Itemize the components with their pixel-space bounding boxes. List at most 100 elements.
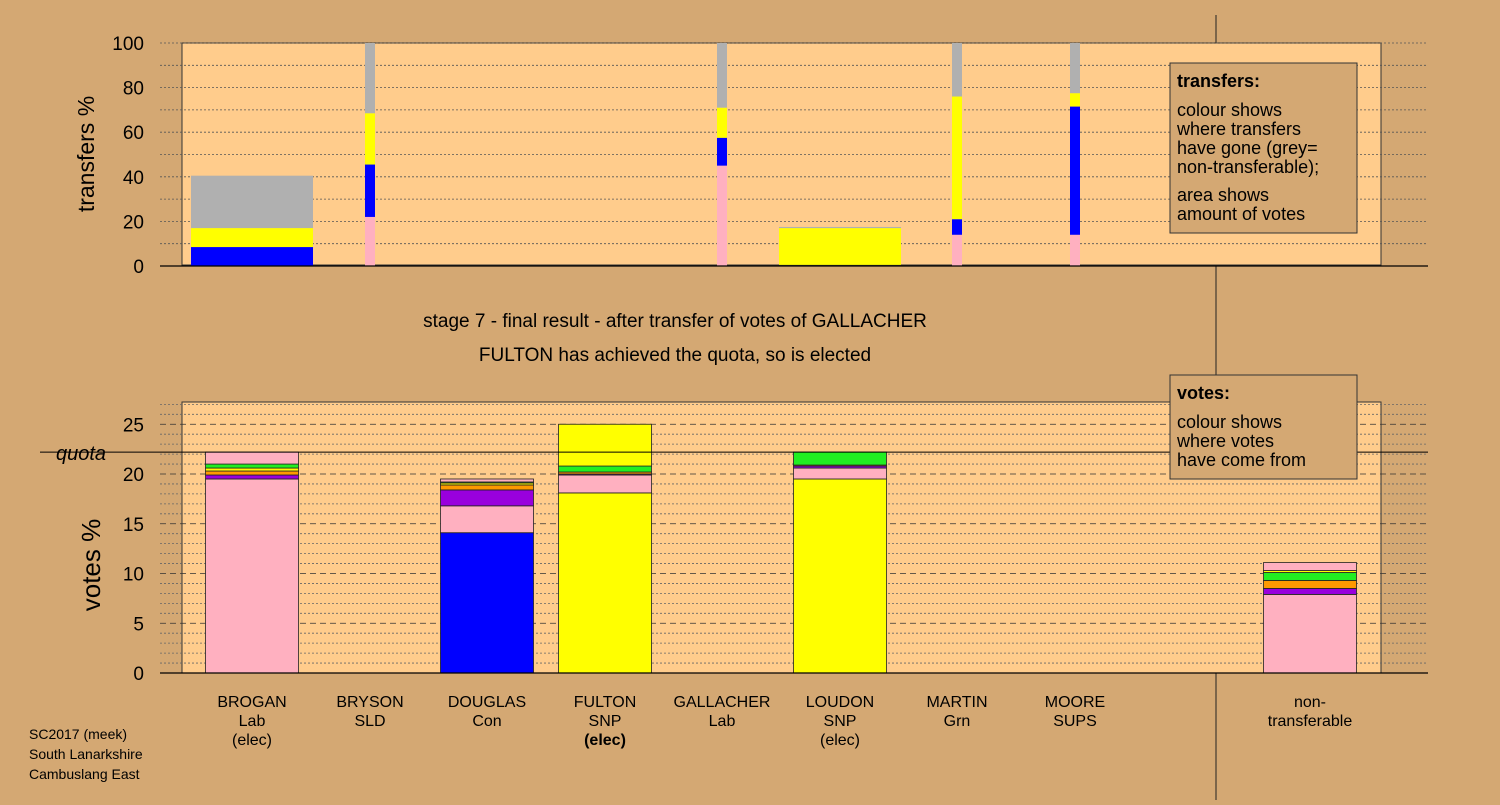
transfer-segment-con	[717, 138, 727, 166]
transfer-segment-nontransferable	[779, 227, 901, 228]
vote-segment-sups	[1264, 588, 1357, 594]
y-tick-label: 80	[123, 79, 144, 100]
footer: SC2017 (meek) South Lanarkshire Cambusla…	[29, 726, 143, 782]
transfers-legend-line: area shows	[1177, 185, 1269, 205]
vote-segment-sld	[206, 471, 299, 475]
transfer-segment-nontransferable	[717, 43, 727, 108]
candidate-party: Grn	[944, 713, 971, 730]
y-tick-label: 100	[112, 34, 144, 55]
transfers-y-ticks: 0 20 40 60 80 100	[112, 34, 144, 278]
footer-line: SC2017 (meek)	[29, 726, 127, 742]
vote-segment-grn	[206, 464, 299, 468]
y-tick-label: 20	[123, 465, 144, 486]
vote-segment-lab	[206, 479, 299, 673]
vote-segment-snp	[559, 493, 652, 673]
candidate-party: SUPS	[1053, 713, 1097, 730]
transfers-legend-line: where transfers	[1176, 119, 1301, 139]
transfer-segment-lab	[365, 217, 375, 266]
vote-segment-lab	[794, 468, 887, 479]
votes-y-ticks: 0510152025	[123, 415, 144, 685]
transfer-segment-lab	[717, 166, 727, 266]
votes-y-axis-label: votes %	[76, 519, 106, 612]
candidate-name: MOORE	[1045, 694, 1105, 711]
transfer-segment-con	[1070, 107, 1080, 235]
transfer-segment-snp	[191, 228, 313, 247]
vote-segment-lab	[1264, 563, 1357, 571]
vote-segment-lab	[1264, 594, 1357, 673]
candidate-name: LOUDON	[806, 694, 874, 711]
footer-line: South Lanarkshire	[29, 746, 143, 762]
transfer-segment-nontransferable	[365, 43, 375, 113]
transfer-segment-snp	[1070, 93, 1080, 106]
candidate-party: SNP	[589, 713, 622, 730]
votes-legend-line: have come from	[1177, 450, 1306, 470]
candidate-party: SLD	[354, 713, 385, 730]
transfers-legend: transfers: colour shows where transfers …	[1170, 63, 1357, 233]
candidate-name: DOUGLAS	[448, 694, 526, 711]
transfer-segment-nontransferable	[952, 43, 962, 97]
transfer-segment-nontransferable	[191, 176, 313, 228]
transfer-segment-con	[952, 219, 962, 235]
y-tick-label: 60	[123, 123, 144, 144]
quota-label: quota	[56, 443, 106, 465]
votes-legend: votes: colour shows where votes have com…	[1170, 375, 1357, 479]
transfers-legend-line: amount of votes	[1177, 204, 1305, 224]
vote-segment-lab	[206, 452, 299, 464]
candidate-name: BROGAN	[217, 694, 286, 711]
transfer-segment-snp	[365, 113, 375, 164]
y-tick-label: 5	[133, 614, 144, 635]
candidate-party: Lab	[239, 713, 266, 730]
y-tick-label: 0	[133, 664, 144, 685]
transfer-segment-con	[191, 247, 313, 266]
transfers-legend-line: have gone (grey=	[1177, 138, 1318, 158]
y-tick-label: 20	[123, 212, 144, 233]
candidate-status: (elec)	[820, 732, 860, 749]
transfer-segment-nontransferable	[1070, 43, 1080, 93]
vote-segment-grn	[1264, 573, 1357, 581]
vote-segment-grn	[794, 452, 887, 465]
vote-segment-lab	[441, 479, 534, 482]
vote-segment-lab	[559, 475, 652, 493]
vote-segment-snp	[559, 424, 652, 466]
candidate-name: FULTON	[574, 694, 637, 711]
vote-segment-lab	[441, 506, 534, 533]
vote-segment-sups	[441, 490, 534, 506]
vote-segment-con	[441, 533, 534, 673]
vote-segment-sups	[206, 475, 299, 479]
candidate-party: SNP	[824, 713, 857, 730]
candidate-name: BRYSON	[336, 694, 403, 711]
transfer-segment-lab	[1070, 235, 1080, 266]
vote-segment-sld	[441, 485, 534, 490]
y-tick-label: 25	[123, 415, 144, 436]
vote-segment-snp	[794, 479, 887, 673]
footer-line: Cambuslang East	[29, 766, 140, 782]
transfers-legend-line: non-transferable);	[1177, 157, 1319, 177]
transfers-legend-title: transfers:	[1177, 71, 1260, 91]
transfer-segment-con	[365, 165, 375, 217]
transfer-segment-snp	[779, 228, 901, 265]
candidate-labels: BROGAN Lab (elec) BRYSON SLD DOUGLAS Con FULTON…	[217, 694, 1352, 749]
candidate-name: MARTIN	[926, 694, 987, 711]
votes-legend-title: votes:	[1177, 383, 1230, 403]
candidate-party: Lab	[709, 713, 736, 730]
candidate-name: non-	[1294, 694, 1326, 711]
vote-segment-grn	[559, 466, 652, 472]
transfer-segment-lab	[952, 235, 962, 266]
votes-legend-line: colour shows	[1177, 412, 1282, 432]
vote-segment-snp	[206, 468, 299, 471]
y-tick-label: 15	[123, 515, 144, 536]
candidate-status: (elec)	[232, 732, 272, 749]
votes-legend-line: where votes	[1176, 431, 1274, 451]
candidate-party: Con	[472, 713, 501, 730]
y-tick-label: 0	[133, 257, 144, 278]
transfers-legend-line: colour shows	[1177, 100, 1282, 120]
transfers-y-axis-label: transfers %	[73, 96, 99, 212]
elected-heading: FULTON has achieved the quota, so is ele…	[479, 345, 871, 366]
candidate-status: (elec)	[584, 732, 626, 749]
y-tick-label: 40	[123, 168, 144, 189]
candidate-party: transferable	[1268, 713, 1353, 730]
candidate-name: GALLACHER	[674, 694, 771, 711]
vote-segment-sld	[1264, 580, 1357, 588]
